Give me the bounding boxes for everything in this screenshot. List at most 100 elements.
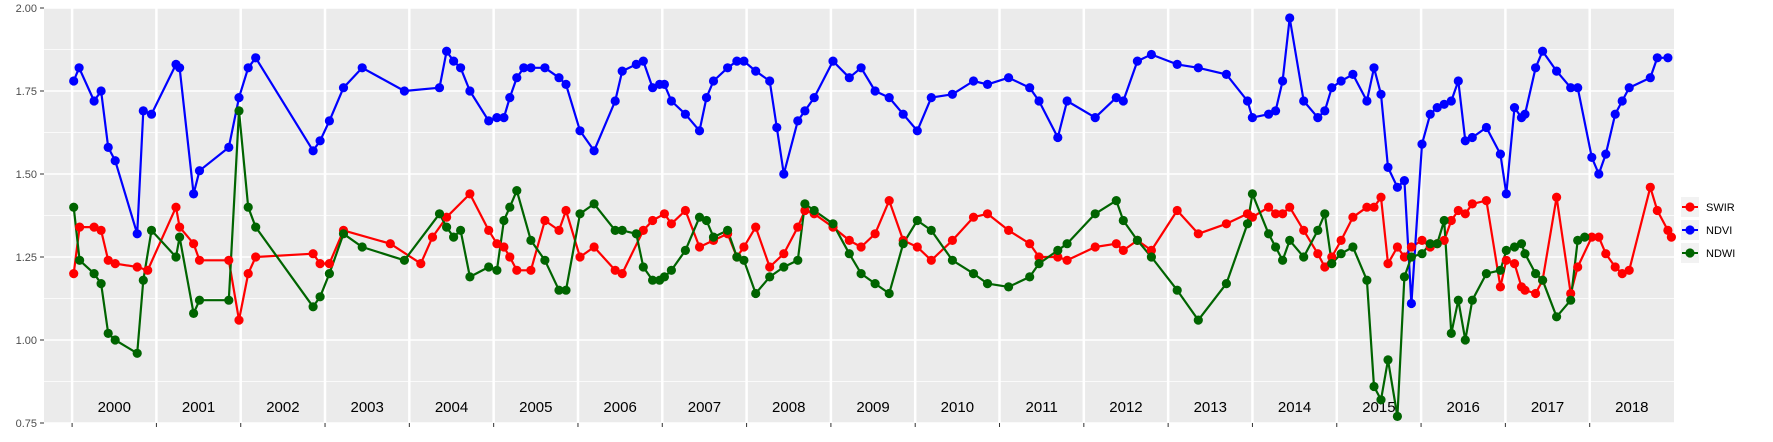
data-point — [1417, 139, 1427, 149]
legend-marker — [1685, 248, 1695, 258]
data-point — [251, 252, 261, 262]
data-point — [1573, 83, 1583, 93]
data-point — [1004, 225, 1014, 235]
data-point — [1481, 269, 1491, 279]
data-point — [189, 189, 199, 199]
data-point — [1432, 239, 1442, 249]
data-point — [968, 212, 979, 222]
data-point — [96, 225, 106, 235]
data-point — [1221, 219, 1231, 229]
data-point — [110, 156, 120, 166]
data-point — [968, 269, 979, 279]
data-point — [243, 63, 253, 73]
data-point — [146, 109, 157, 119]
data-point — [1383, 162, 1393, 172]
data-point — [648, 83, 658, 93]
data-point — [575, 126, 585, 136]
data-point — [1453, 76, 1463, 86]
data-point — [575, 252, 585, 262]
data-point — [561, 79, 571, 89]
data-point — [1327, 252, 1337, 262]
data-point — [765, 262, 775, 272]
data-point — [1573, 235, 1583, 245]
data-point — [143, 265, 153, 275]
data-point — [526, 63, 536, 73]
data-point — [74, 63, 84, 73]
data-point — [1467, 295, 1477, 305]
data-point — [779, 169, 789, 179]
data-point — [1118, 215, 1128, 226]
data-point — [1193, 229, 1203, 239]
data-point — [659, 79, 670, 89]
data-point — [1221, 69, 1231, 79]
data-point — [701, 93, 712, 103]
data-point — [1587, 152, 1597, 162]
data-point — [465, 86, 475, 96]
data-point — [1663, 53, 1673, 63]
data-point — [884, 196, 894, 206]
data-point — [1278, 209, 1288, 219]
data-point — [1034, 259, 1044, 269]
data-point — [251, 222, 261, 232]
data-point — [194, 166, 205, 176]
data-point — [1594, 169, 1604, 179]
data-point — [484, 225, 494, 235]
data-point — [465, 272, 475, 282]
data-point — [1285, 202, 1295, 212]
data-point — [589, 146, 599, 156]
data-point — [610, 225, 620, 235]
data-point — [1062, 239, 1072, 249]
data-point — [982, 79, 993, 89]
data-point — [1520, 285, 1530, 295]
data-point — [1446, 215, 1456, 226]
data-point — [1090, 242, 1100, 252]
data-point — [1090, 113, 1100, 123]
data-point — [1516, 239, 1527, 249]
data-point — [1501, 255, 1511, 265]
data-point — [103, 255, 113, 265]
data-point — [1531, 269, 1541, 279]
data-point — [1617, 96, 1627, 106]
data-point — [1376, 89, 1386, 99]
data-point — [1025, 272, 1035, 282]
data-point — [315, 259, 325, 269]
data-point — [416, 259, 426, 269]
y-tick-label: 1.75 — [16, 86, 37, 98]
data-point — [224, 295, 234, 305]
data-point — [1446, 96, 1456, 106]
data-point — [69, 76, 79, 86]
data-point — [308, 249, 318, 259]
year-labels: 2000 2001 2002 2003 2004 2005 2006 2007 2008 2009… — [98, 399, 1649, 416]
data-point — [1495, 149, 1505, 159]
data-point — [1172, 59, 1182, 69]
data-point — [870, 229, 880, 239]
data-point — [1053, 245, 1063, 255]
data-point — [132, 348, 142, 358]
data-point — [1460, 136, 1470, 146]
data-point — [1025, 239, 1035, 249]
data-point — [1221, 279, 1231, 289]
data-point — [1425, 239, 1435, 249]
data-point — [751, 288, 761, 299]
data-point — [442, 212, 452, 222]
data-point — [1392, 242, 1402, 252]
data-point — [1320, 209, 1330, 219]
data-point — [870, 279, 880, 289]
year-label: 2013 — [1194, 399, 1227, 416]
data-point — [1278, 76, 1288, 86]
year-label: 2005 — [519, 399, 552, 416]
data-point — [315, 292, 325, 302]
data-point — [800, 205, 810, 216]
data-point — [1481, 196, 1491, 206]
data-point — [947, 89, 958, 99]
data-point — [484, 262, 494, 272]
data-point — [1383, 355, 1393, 365]
data-point — [110, 335, 120, 345]
data-point — [659, 209, 670, 219]
data-point — [1552, 66, 1562, 76]
data-point — [779, 249, 789, 259]
data-point — [666, 265, 677, 275]
data-point — [89, 96, 99, 106]
data-point — [856, 269, 866, 279]
data-point — [465, 189, 475, 199]
